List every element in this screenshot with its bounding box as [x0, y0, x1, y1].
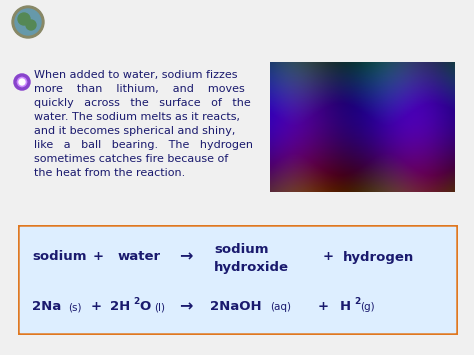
Circle shape [18, 13, 30, 25]
Text: (aq): (aq) [270, 302, 291, 312]
Text: hydroxide: hydroxide [214, 261, 289, 273]
Text: 2NaOH: 2NaOH [210, 300, 262, 313]
Text: +: + [91, 300, 101, 313]
Text: (l): (l) [154, 302, 165, 312]
Text: +: + [92, 251, 103, 263]
Text: 2Na: 2Na [32, 300, 61, 313]
Circle shape [19, 79, 25, 85]
Text: 2H: 2H [110, 300, 130, 313]
Text: When added to water, sodium fizzes
more    than    lithium,    and    moves
quic: When added to water, sodium fizzes more … [34, 70, 253, 178]
Text: sodium: sodium [214, 242, 268, 256]
Circle shape [17, 77, 27, 87]
Circle shape [12, 6, 44, 38]
Text: (g): (g) [360, 302, 374, 312]
Text: water: water [118, 251, 161, 263]
Text: 2: 2 [354, 297, 360, 306]
Text: H: H [340, 300, 351, 313]
Circle shape [15, 75, 29, 89]
Text: hydrogen: hydrogen [343, 251, 414, 263]
Text: sodium: sodium [32, 251, 86, 263]
Text: +: + [322, 251, 334, 263]
Text: →: → [179, 250, 193, 264]
Text: O: O [139, 300, 150, 313]
Text: +: + [318, 300, 328, 313]
Circle shape [26, 20, 36, 30]
Circle shape [15, 9, 41, 35]
Text: (s): (s) [68, 302, 82, 312]
Text: 2: 2 [133, 297, 139, 306]
Text: →: → [179, 300, 193, 315]
FancyBboxPatch shape [18, 225, 458, 335]
